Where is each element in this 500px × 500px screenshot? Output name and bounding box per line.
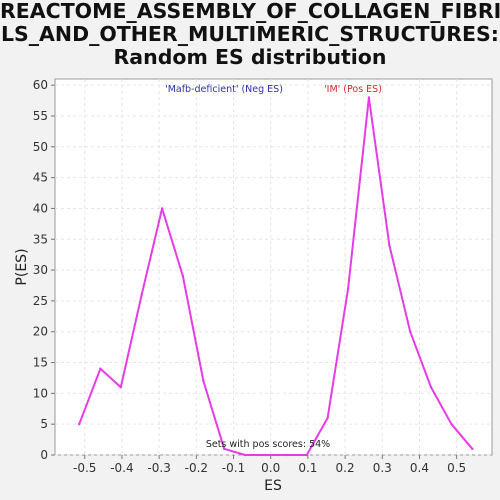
data-point [326, 416, 329, 420]
y-axis-label: P(ES) [14, 248, 30, 285]
neg-es-label: 'Mafb-deficient' (Neg ES) [165, 84, 283, 95]
data-point [305, 453, 308, 457]
y-tick-label: 0 [40, 448, 48, 462]
y-tick-label: 25 [33, 294, 48, 308]
data-point [471, 447, 474, 451]
data-point [223, 447, 226, 451]
grid-lines [55, 79, 492, 456]
x-axis-label: ES [264, 478, 282, 494]
y-tick-label: 5 [40, 417, 48, 431]
chart-title: REACTOME_ASSEMBLY_OF_COLLAGEN_FIBRI LS_A… [0, 0, 500, 69]
x-tick-label: -0.2 [185, 461, 208, 475]
y-tick-label: 60 [33, 78, 48, 92]
data-point [450, 422, 453, 426]
data-point [160, 207, 164, 210]
y-tick-label: 20 [33, 325, 48, 339]
chart-title-line-3: Random ES distribution [113, 45, 387, 69]
data-point [140, 293, 143, 296]
x-tick-label: -0.3 [147, 461, 170, 475]
series-layer [77, 96, 474, 457]
pos-es-label: 'IM' (Pos ES) [324, 84, 382, 95]
data-point [202, 379, 205, 383]
x-tick-label: 0.4 [410, 461, 429, 475]
series-line [78, 96, 474, 456]
y-tick-label: 50 [33, 140, 48, 154]
data-point [285, 453, 288, 457]
pos-scores-footer: Sets with pos scores: 54% [206, 439, 330, 450]
data-point [243, 453, 247, 457]
data-point [346, 287, 350, 290]
data-point [77, 422, 81, 426]
y-tick-label: 15 [33, 356, 48, 370]
data-point [408, 330, 412, 333]
y-tick-label: 40 [33, 201, 48, 215]
data-point [99, 367, 102, 370]
y-axis: 0 5 10 15 20 25 30 35 40 45 50 55 60 [33, 78, 55, 462]
chart-title-line-2: LS_AND_OTHER_MULTIMERIC_STRUCTURES: [0, 22, 500, 46]
data-point [367, 96, 371, 99]
x-tick-label: 0.0 [261, 461, 280, 475]
x-tick-label: 0.5 [447, 461, 466, 475]
y-tick-label: 30 [33, 263, 48, 277]
data-point [264, 453, 267, 457]
x-tick-label: 0.1 [298, 461, 317, 475]
y-tick-label: 55 [33, 109, 48, 123]
y-tick-label: 10 [33, 386, 48, 400]
data-point [429, 385, 433, 389]
x-tick-label: 0.2 [336, 461, 355, 475]
x-tick-label: -0.5 [73, 461, 96, 475]
data-point [119, 385, 123, 389]
x-axis: -0.5 -0.4 -0.3 -0.2 -0.1 0.0 0.1 0.2 0.3 0.4 0.5 [73, 455, 466, 475]
data-point [181, 275, 185, 278]
x-tick-label: -0.4 [110, 461, 133, 475]
chart-title-line-1: REACTOME_ASSEMBLY_OF_COLLAGEN_FIBRI [0, 0, 500, 23]
y-tick-label: 35 [33, 232, 48, 246]
x-tick-label: -0.1 [222, 461, 245, 475]
y-tick-label: 45 [33, 171, 48, 185]
plot-area [54, 78, 493, 456]
data-point [388, 244, 391, 247]
x-tick-label: 0.3 [373, 461, 392, 475]
